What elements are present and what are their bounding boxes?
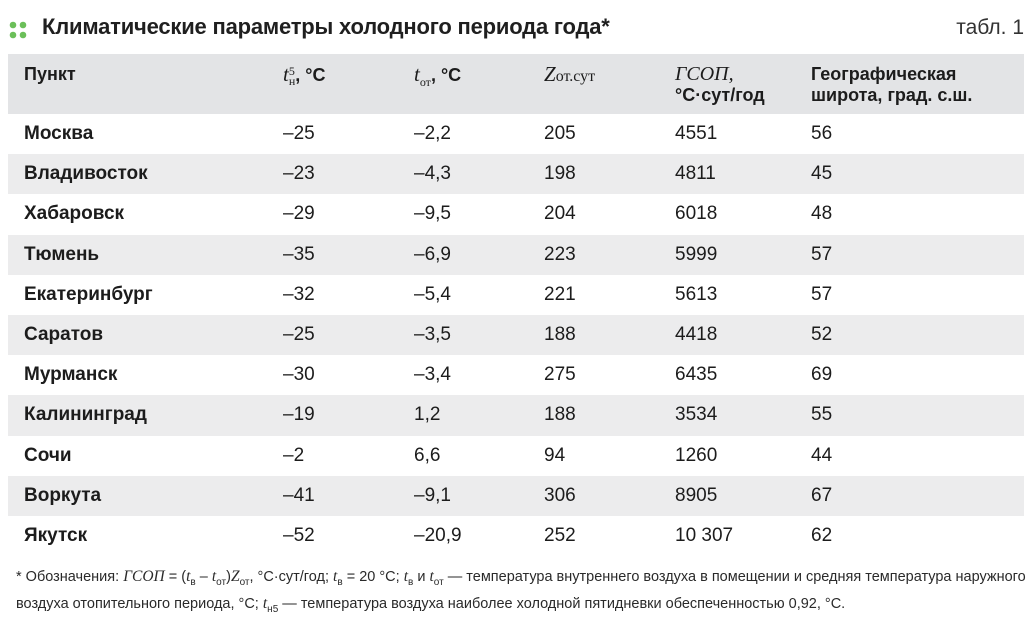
header-gsop: ГСОП, °С·сут/год <box>675 63 765 106</box>
table-row: Москва –25 –2,2 205 4551 56 <box>8 114 1024 155</box>
table-row: Якутск –52 –20,9 252 10 307 62 <box>8 515 1024 557</box>
table-row: Калининград –19 1,2 188 3534 55 <box>8 395 1024 436</box>
cell-tot: –4,3 <box>414 163 451 185</box>
cell-city: Хабаровск <box>24 203 125 225</box>
cell-lat: 67 <box>811 484 833 506</box>
cell-zot: 252 <box>544 524 576 546</box>
cell-t5: –30 <box>283 364 315 386</box>
cell-gsop: 6435 <box>675 364 718 386</box>
cell-zot: 223 <box>544 243 576 265</box>
cell-gsop: 4551 <box>675 123 718 145</box>
footnote: * Обозначения: ГСОП = (tв – tот)Zот, °С·… <box>16 568 1026 615</box>
cell-tot: –20,9 <box>414 524 462 546</box>
table-row: Воркута –41 –9,1 306 8905 67 <box>8 475 1024 516</box>
table-number: табл. 1 <box>956 16 1024 39</box>
cell-city: Якутск <box>24 524 88 546</box>
cell-lat: 45 <box>811 163 833 185</box>
header-zot: Zот.сут <box>544 62 596 86</box>
cell-t5: –23 <box>283 163 315 185</box>
table-row: Владивосток –23 –4,3 198 4811 45 <box>8 154 1024 195</box>
cell-city: Москва <box>24 123 94 145</box>
cell-t5: –29 <box>283 203 315 225</box>
cell-lat: 44 <box>811 444 833 466</box>
table-row: Хабаровск –29 –9,5 204 6018 48 <box>8 194 1024 235</box>
header-tot: tот, °C <box>414 62 462 90</box>
cell-zot: 275 <box>544 364 576 386</box>
cell-zot: 188 <box>544 404 576 426</box>
cell-zot: 221 <box>544 283 576 305</box>
cell-tot: 1,2 <box>414 404 441 426</box>
cell-zot: 94 <box>544 444 566 466</box>
table-title: Климатические параметры холодного период… <box>42 14 610 39</box>
cell-t5: –19 <box>283 404 315 426</box>
cell-city: Саратов <box>24 324 104 346</box>
cell-lat: 52 <box>811 324 833 346</box>
cell-tot: 6,6 <box>414 444 441 466</box>
cell-tot: –6,9 <box>414 243 451 265</box>
cell-gsop: 1260 <box>675 444 718 466</box>
cell-city: Мурманск <box>24 364 118 386</box>
cell-gsop: 3534 <box>675 404 718 426</box>
cell-gsop: 6018 <box>675 203 718 225</box>
cell-t5: –25 <box>283 123 315 145</box>
cell-city: Сочи <box>24 444 72 466</box>
cell-city: Екатеринбург <box>24 283 153 305</box>
cell-t5: –2 <box>283 444 305 466</box>
cell-lat: 55 <box>811 404 833 426</box>
table-row: Сочи –2 6,6 94 1260 44 <box>8 435 1024 476</box>
cell-lat: 57 <box>811 243 833 265</box>
table-row: Мурманск –30 –3,4 275 6435 69 <box>8 355 1024 396</box>
cell-t5: –41 <box>283 484 315 506</box>
title-bar: Климатические параметры холодного период… <box>8 10 1024 46</box>
cell-t5: –52 <box>283 524 315 546</box>
cell-tot: –2,2 <box>414 123 451 145</box>
header-city: Пункт <box>24 64 76 84</box>
table-row: Тюмень –35 –6,9 223 5999 57 <box>8 234 1024 275</box>
cell-city: Тюмень <box>24 243 100 265</box>
cell-t5: –35 <box>283 243 315 265</box>
cell-gsop: 4811 <box>675 163 716 185</box>
header-latitude: Географическая широта, град. с.ш. <box>811 64 973 105</box>
cell-gsop: 5999 <box>675 243 718 265</box>
cell-lat: 57 <box>811 283 833 305</box>
table-row: Саратов –25 –3,5 188 4418 52 <box>8 314 1024 356</box>
cell-zot: 306 <box>544 484 576 506</box>
cell-gsop: 5613 <box>675 283 718 305</box>
cell-tot: –9,5 <box>414 203 451 225</box>
cell-lat: 48 <box>811 203 833 225</box>
cell-city: Воркута <box>24 484 102 506</box>
four-dots-icon <box>9 21 27 39</box>
cell-lat: 56 <box>811 123 833 145</box>
table-row: Екатеринбург –32 –5,4 221 5613 57 <box>8 274 1024 315</box>
cell-zot: 205 <box>544 123 576 145</box>
cell-zot: 188 <box>544 324 576 346</box>
cell-city: Владивосток <box>24 163 148 185</box>
cell-t5: –25 <box>283 324 315 346</box>
cell-tot: –3,5 <box>414 324 451 346</box>
cell-city: Калининград <box>24 404 147 426</box>
cell-lat: 69 <box>811 364 833 386</box>
cell-lat: 62 <box>811 524 833 546</box>
cell-tot: –9,1 <box>414 484 451 506</box>
cell-tot: –3,4 <box>414 364 451 386</box>
cell-zot: 198 <box>544 163 576 185</box>
cell-gsop: 10 307 <box>675 524 734 546</box>
cell-gsop: 8905 <box>675 484 718 506</box>
cell-zot: 204 <box>544 203 576 225</box>
cell-t5: –32 <box>283 283 315 305</box>
cell-tot: –5,4 <box>414 283 451 305</box>
cell-gsop: 4418 <box>675 324 718 346</box>
